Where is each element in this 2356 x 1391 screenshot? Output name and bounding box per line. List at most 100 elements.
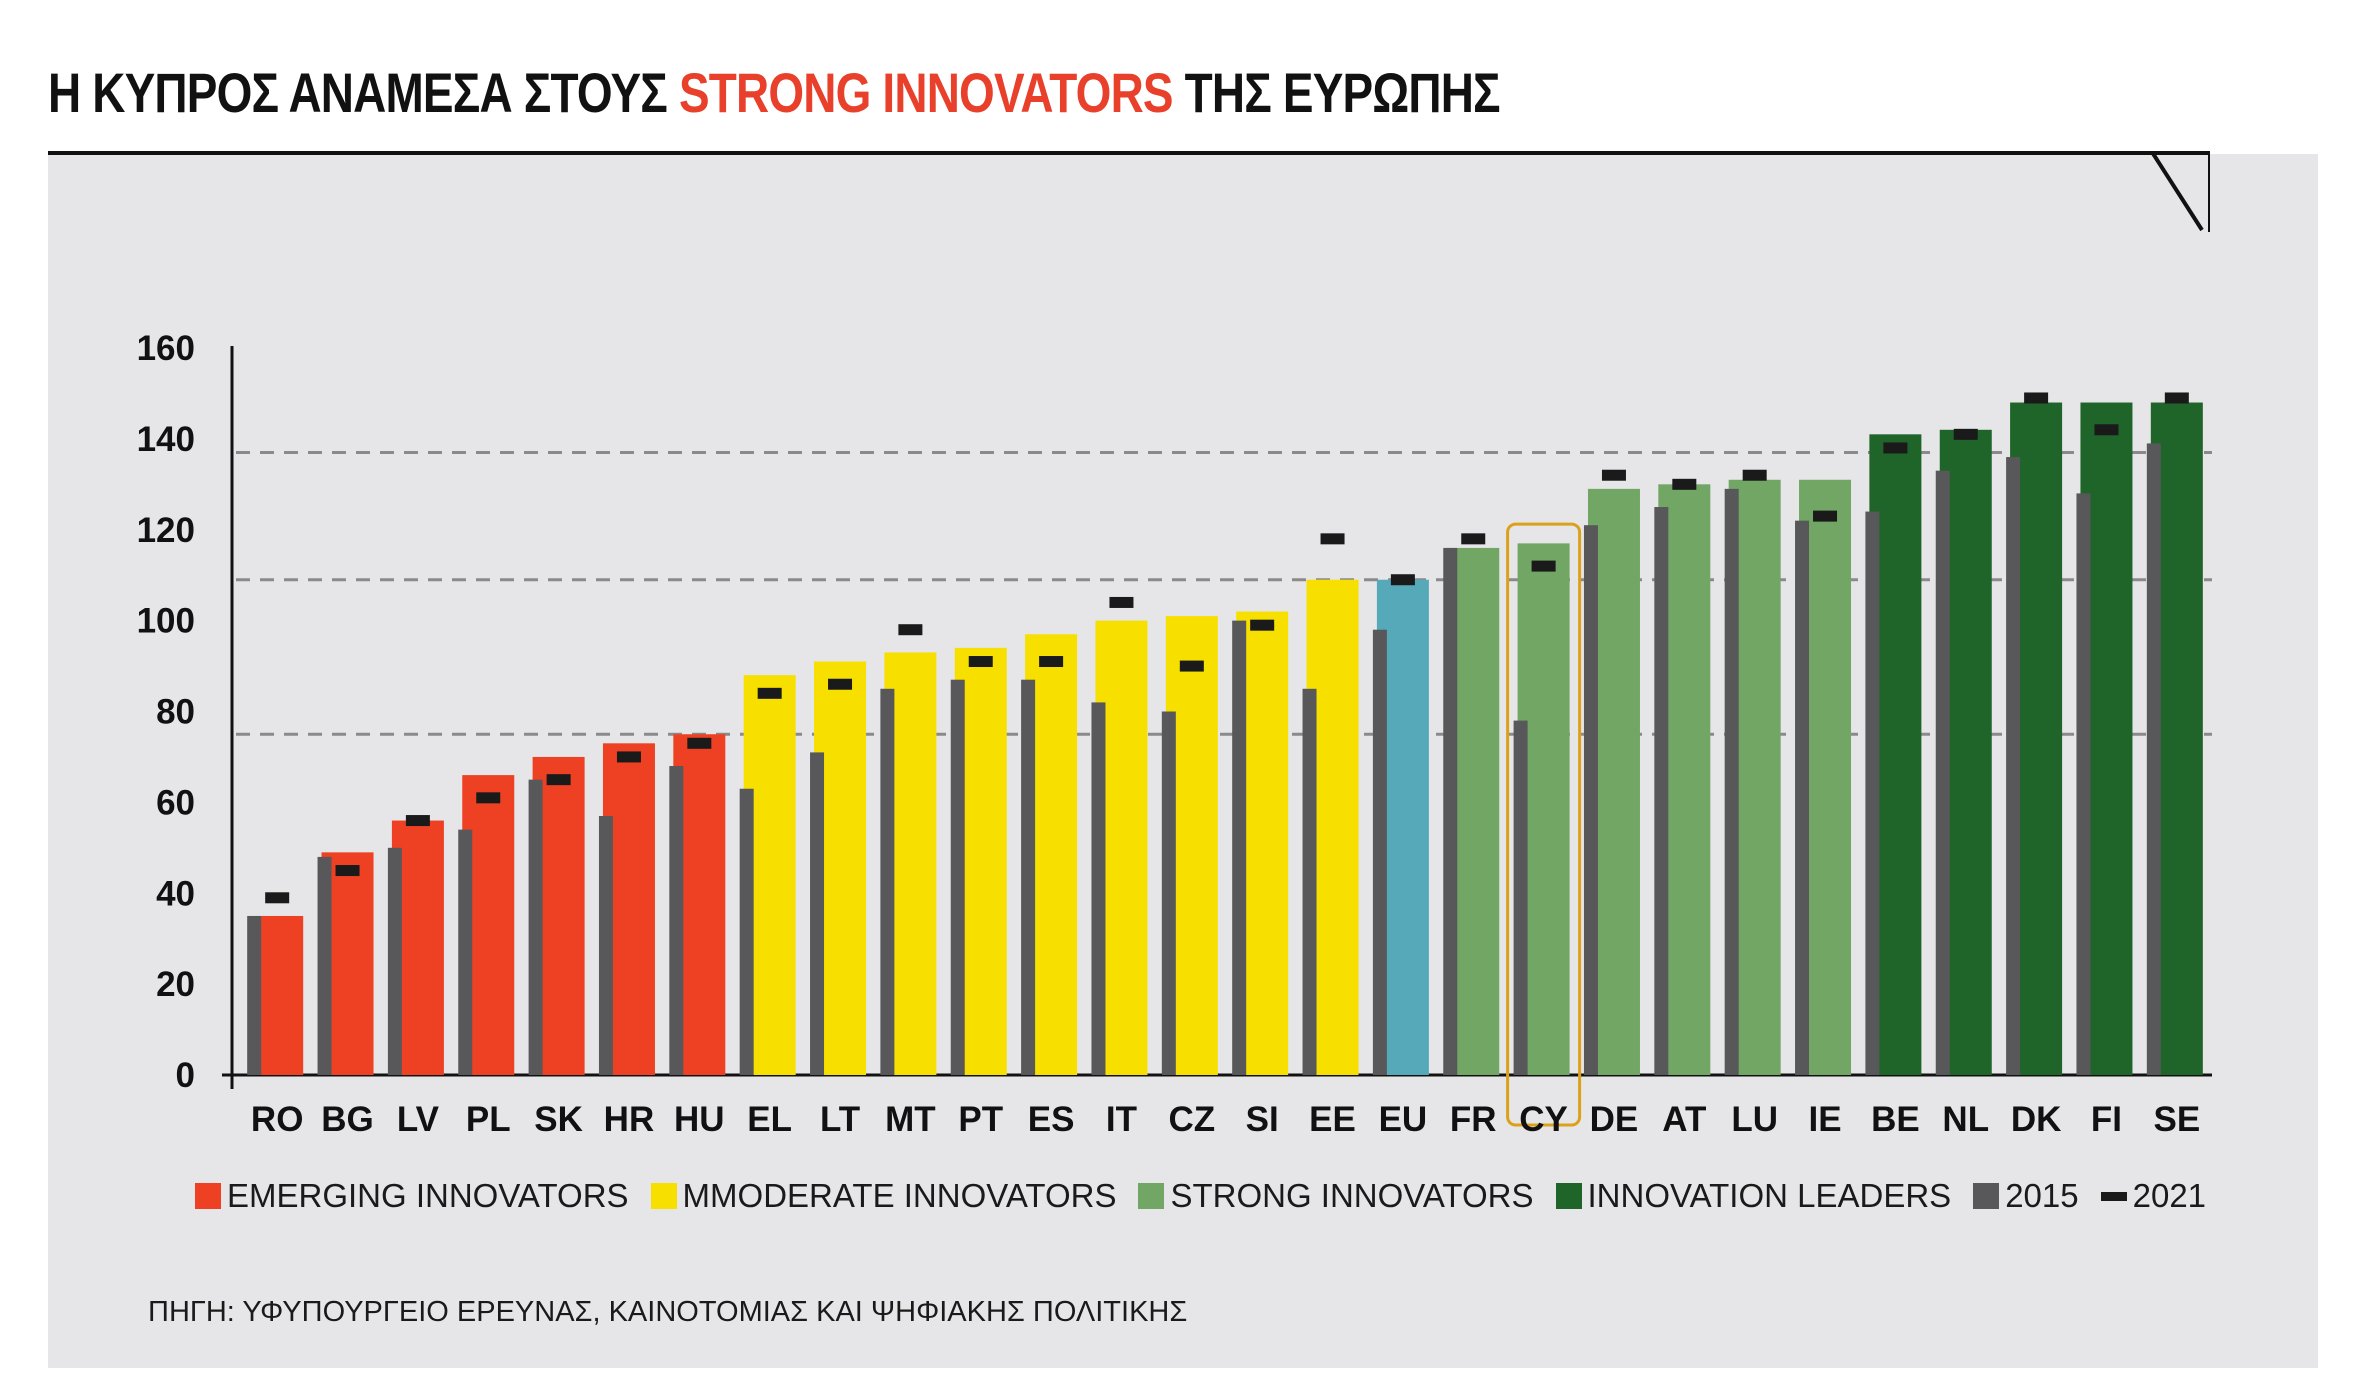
x-tick-label-SI: SI xyxy=(1246,1100,1279,1139)
bar-2015-PL xyxy=(458,829,473,1075)
legend-label-strong: STRONG INNOVATORS xyxy=(1170,1177,1534,1214)
x-tick-label-BE: BE xyxy=(1871,1100,1920,1139)
x-tick-label-EL: EL xyxy=(747,1100,792,1139)
title-part1: Η ΚΥΠΡΟΣ ΑΝΑΜΕΣΑ ΣΤΟΥΣ xyxy=(48,61,679,124)
bar-2015-CY xyxy=(1513,720,1528,1075)
x-tick-label-EU: EU xyxy=(1379,1100,1428,1139)
y-tick-label-0: 0 xyxy=(176,1056,195,1095)
x-tick-label-FR: FR xyxy=(1450,1100,1497,1139)
marker-2021-AT xyxy=(1672,478,1697,490)
legend-label-2021: 2021 xyxy=(2132,1177,2207,1214)
marker-2021-IT xyxy=(1109,596,1134,608)
x-tick-label-IT: IT xyxy=(1106,1100,1137,1139)
x-tick-label-PT: PT xyxy=(958,1100,1003,1139)
marker-2021-ES xyxy=(1039,656,1064,668)
bar-2015-LU xyxy=(1724,488,1739,1075)
marker-2021-SK xyxy=(546,774,571,786)
bar-2015-BG xyxy=(317,856,332,1075)
bar-2015-FR xyxy=(1443,547,1458,1075)
title-part2: ΤΗΣ ΕΥΡΩΠΗΣ xyxy=(1172,61,1501,124)
legend-item-2021: 2021 xyxy=(2100,1177,2207,1215)
legend-item-strong: STRONG INNOVATORS xyxy=(1138,1177,1534,1215)
marker-2021-EU xyxy=(1390,574,1415,586)
marker-2021-RO xyxy=(265,892,290,904)
marker-2021-BG xyxy=(335,865,360,877)
legend-swatch-strong xyxy=(1138,1183,1165,1209)
bar-2015-LT xyxy=(810,752,825,1075)
x-tick-label-LV: LV xyxy=(397,1100,440,1139)
bar-2015-IE xyxy=(1795,520,1810,1075)
legend-swatch-2021 xyxy=(2100,1191,2127,1201)
x-tick-label-CY: CY xyxy=(1519,1100,1568,1139)
marker-2021-SE xyxy=(2164,392,2189,404)
marker-2021-LV xyxy=(405,815,430,827)
bar-2015-SI xyxy=(1232,620,1247,1075)
x-tick-label-RO: RO xyxy=(251,1100,304,1139)
legend-label-moderate: MMODERATE INNOVATORS xyxy=(682,1177,1117,1214)
legend-item-leaders: INNOVATION LEADERS xyxy=(1555,1177,1952,1215)
legend-label-emerging: EMERGING INNOVATORS xyxy=(227,1177,629,1214)
bar-2015-SK xyxy=(528,779,543,1075)
x-tick-label-BG: BG xyxy=(321,1100,374,1139)
marker-2021-PL xyxy=(476,792,501,804)
marker-2021-CZ xyxy=(1179,660,1204,672)
legend-swatch-leaders xyxy=(1555,1183,1582,1209)
source-note: ΠΗΓΗ: ΥΦΥΠΟΥΡΓΕΙΟ ΕΡΕΥΝΑΣ, ΚΑΙΝΟΤΟΜΙΑΣ Κ… xyxy=(148,1296,1188,1328)
bar-2015-FI xyxy=(2076,493,2091,1075)
bar-2015-CZ xyxy=(1161,711,1176,1075)
marker-2021-FR xyxy=(1461,533,1486,545)
x-tick-label-EE: EE xyxy=(1309,1100,1356,1139)
legend-swatch-2015 xyxy=(1973,1183,2000,1209)
marker-2021-LT xyxy=(828,678,853,690)
x-tick-label-LT: LT xyxy=(820,1100,860,1139)
x-tick-label-CZ: CZ xyxy=(1168,1100,1215,1139)
x-tick-label-DE: DE xyxy=(1590,1100,1639,1139)
bar-2015-LV xyxy=(387,847,402,1075)
legend-swatch-emerging xyxy=(195,1183,221,1209)
legend-label-leaders: INNOVATION LEADERS xyxy=(1587,1177,1952,1214)
bar-2015-AT xyxy=(1654,507,1669,1075)
x-tick-label-DK: DK xyxy=(2011,1100,2062,1139)
y-tick-label-80: 80 xyxy=(156,693,195,732)
x-tick-label-MT: MT xyxy=(885,1100,936,1139)
bar-2015-EU xyxy=(1372,629,1387,1075)
marker-2021-PT xyxy=(968,656,993,668)
marker-2021-DK xyxy=(2024,392,2049,404)
x-tick-label-SK: SK xyxy=(534,1100,583,1139)
x-tick-label-AT: AT xyxy=(1662,1100,1706,1139)
marker-2021-EL xyxy=(757,687,782,699)
bar-2015-SE xyxy=(2146,443,2161,1075)
legend-swatch-moderate xyxy=(650,1183,677,1209)
marker-2021-FI xyxy=(2094,424,2119,436)
marker-2021-IE xyxy=(1813,510,1838,522)
marker-2021-CY xyxy=(1531,560,1556,572)
x-tick-label-PL: PL xyxy=(466,1100,511,1139)
marker-2021-BE xyxy=(1883,442,1908,454)
x-tick-label-FI: FI xyxy=(2091,1100,2122,1139)
marker-2021-SI xyxy=(1250,619,1275,631)
legend-item-moderate: MMODERATE INNOVATORS xyxy=(650,1177,1117,1215)
x-tick-label-HU: HU xyxy=(674,1100,725,1139)
legend-item-2015: 2015 xyxy=(1973,1177,2079,1215)
x-tick-label-HR: HR xyxy=(604,1100,655,1139)
bar-2015-PT xyxy=(950,679,965,1075)
bar-2015-ES xyxy=(1021,679,1036,1075)
y-tick-label-100: 100 xyxy=(137,602,195,641)
corner-fold-decoration xyxy=(2150,150,2210,232)
bar-2015-RO xyxy=(247,915,262,1075)
highlight-outline-CY xyxy=(1506,522,1582,1127)
marker-2021-NL xyxy=(1953,428,1978,440)
chart-legend: EMERGING INNOVATORS MMODERATE INNOVATORS… xyxy=(195,1176,2206,1216)
marker-2021-MT xyxy=(898,624,923,636)
x-tick-label-LU: LU xyxy=(1731,1100,1778,1139)
title-highlight: STRONG INNOVATORS xyxy=(678,61,1174,124)
title-rule xyxy=(48,151,2210,155)
bar-2015-HU xyxy=(669,766,684,1075)
marker-2021-DE xyxy=(1601,469,1626,481)
bar-2015-DK xyxy=(2006,457,2021,1075)
bar-2015-BE xyxy=(1865,511,1880,1075)
y-tick-label-60: 60 xyxy=(156,783,195,822)
bar-2015-NL xyxy=(1935,470,1950,1075)
bar-2015-EE xyxy=(1302,688,1317,1075)
